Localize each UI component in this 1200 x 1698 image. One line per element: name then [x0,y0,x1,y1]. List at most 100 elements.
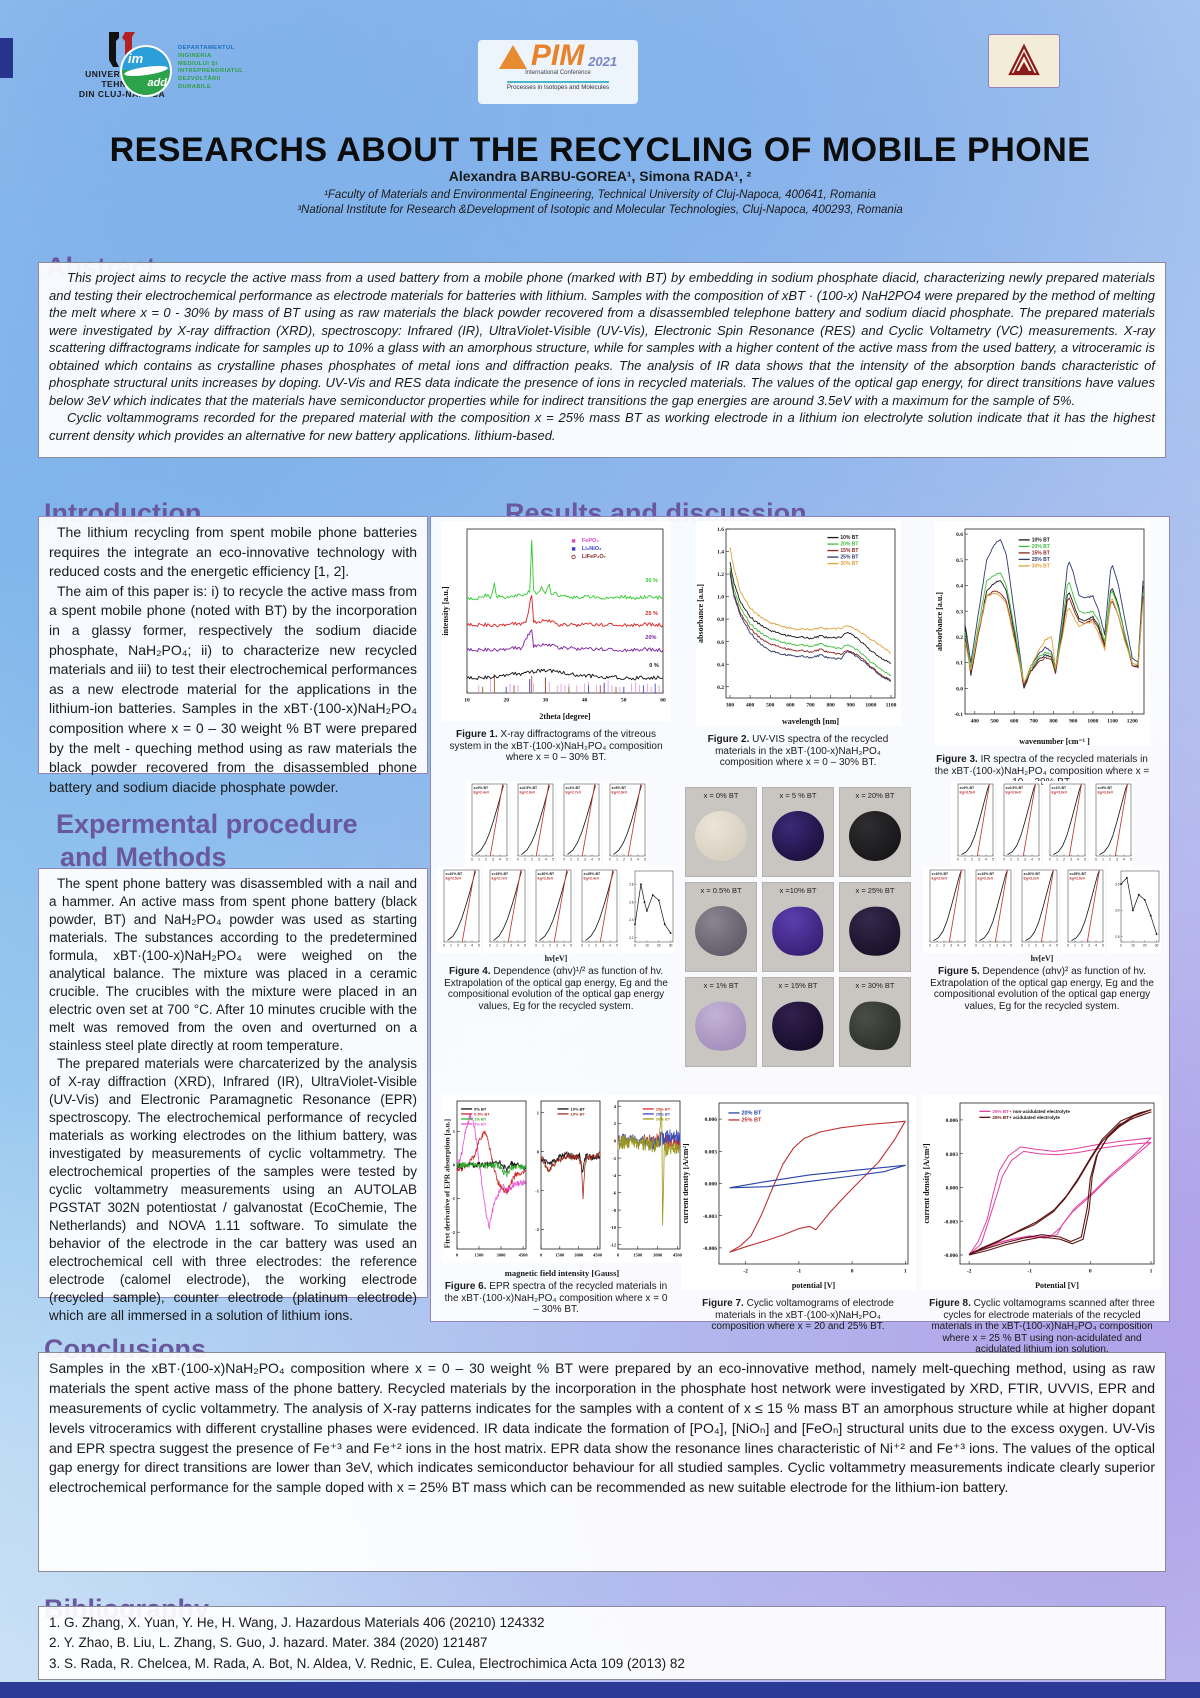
figure1-xrd-chart: 10 20 30 40 50 60 2theta [degree] intensity [a.… [441,521,671,726]
svg-text:current density [A/cm²]: current density [A/cm²] [922,1143,931,1223]
figure8-caption: Figure 8. Cyclic voltamograms scanned af… [927,1298,1157,1356]
figure6-caption-number: Figure 6. [444,1281,487,1292]
svg-text:800: 800 [1049,719,1058,725]
svg-text:15% BT: 15% BT [571,1111,586,1116]
pim-triangle-icon [498,45,527,69]
bibliography-item-3: 3. S. Rada, R. Chelcea, M. Rada, A. Bot,… [49,1655,685,1671]
sample-photo: x = 20% BT [839,787,911,877]
svg-text:2: 2 [1035,943,1037,947]
svg-text:30% BT: 30% BT [656,1116,671,1121]
svg-text:0% BT: 0% BT [474,1106,487,1111]
incdtim-icon [988,34,1060,88]
svg-text:2: 2 [1081,943,1083,947]
figure5-caption: Figure 5. Dependence (αhv)² as function … [927,966,1157,1012]
svg-text:1: 1 [588,943,590,947]
svg-text:5: 5 [644,857,646,861]
svg-text:2.5: 2.5 [1115,935,1120,939]
svg-text:0.006: 0.006 [704,1117,717,1123]
svg-text:-4: -4 [612,1173,616,1178]
figure6-epr-panel-b: 0 1500 3000 4500 -2 -1 0 1 10% BT 15% BT [529,1095,603,1268]
svg-text:-8: -8 [612,1208,616,1213]
utcn-line2: TEHNICĂ [101,78,143,89]
svg-text:25% BT: 25% BT [656,1111,671,1116]
abstract-box: This project aims to recycle the active … [38,262,1166,458]
svg-text:Eg=2.5eV: Eg=2.5eV [446,877,462,881]
experimental-paragraph-2: The prepared materials were charcaterize… [49,1056,417,1324]
figure8-caption-number: Figure 8. [929,1298,971,1309]
svg-text:4: 4 [609,943,611,947]
svg-text:1: 1 [982,943,984,947]
svg-text:1500: 1500 [633,1253,643,1258]
svg-text:25% BT: 25% BT [741,1117,762,1123]
svg-text:4: 4 [1123,857,1125,861]
svg-text:0: 0 [471,857,473,861]
svg-text:x=25% BT: x=25% BT [1070,872,1087,876]
svg-text:1: 1 [1010,857,1012,861]
svg-text:20: 20 [503,698,509,704]
svg-text:current density [A/cm²]: current density [A/cm²] [681,1143,690,1223]
svg-text:-0.003: -0.003 [702,1214,716,1220]
svg-text:700: 700 [806,703,815,709]
svg-text:4: 4 [563,943,565,947]
svg-text:1: 1 [570,857,572,861]
svg-text:x=1% BT: x=1% BT [1052,786,1068,790]
svg-text:5: 5 [1102,943,1104,947]
svg-text:x=5% BT: x=5% BT [612,786,628,790]
svg-text:0 %: 0 % [649,663,659,669]
sample-photo: x = 5 % BT [762,787,834,877]
svg-text:0: 0 [1120,943,1122,947]
sample-photo-blob [849,810,901,861]
svg-text:x=20% BT: x=20% BT [1024,872,1041,876]
svg-text:2: 2 [989,943,991,947]
abstract-paragraph-2: Cyclic voltammograms recorded for the pr… [49,410,1155,443]
imadd-dept-logo: im add DEPARTAMENTUL INGINERIA MEDIULUI … [120,45,270,97]
svg-text:FePO₄: FePO₄ [582,538,599,544]
sample-photo-label: x = 0.5% BT [700,886,742,895]
dept-name-lines: DEPARTAMENTUL INGINERIA MEDIULUI ŞI INTR… [178,45,270,92]
figure6-epr-panel-a: 0 1500 3000 4500 -2 -1 0 1 0% BT 0.5% BT 1% BT 5% B… [441,1095,529,1268]
svg-text:3000: 3000 [653,1253,663,1258]
svg-text:4500: 4500 [673,1253,683,1258]
sample-photo-label: x = 1% BT [703,981,739,990]
svg-text:1: 1 [1102,857,1104,861]
sample-photo: x = 0% BT [685,787,757,877]
svg-text:2theta [degree]: 2theta [degree] [539,712,591,721]
svg-text:0: 0 [540,1253,543,1258]
svg-text:x=1% BT: x=1% BT [566,786,582,790]
svg-text:0.4: 0.4 [956,584,963,590]
svg-text:2: 2 [485,857,487,861]
svg-text:3.5: 3.5 [1115,882,1120,886]
svg-text:1: 1 [450,943,452,947]
svg-text:4: 4 [637,857,639,861]
svg-text:10: 10 [1131,943,1135,947]
svg-text:2.4: 2.4 [629,918,634,922]
svg-text:2: 2 [614,1121,617,1126]
figure4-caption-number: Figure 4. [448,966,491,977]
figure4-cell: 0 1 2 3 4 5 x=0% BT Eg=2.4eV 0 1 2 3 4 5 x=0.5% BT Eg=2… [437,781,675,1089]
svg-text:0.4: 0.4 [717,662,724,668]
svg-text:-12: -12 [610,1242,617,1247]
svg-text:1.0: 1.0 [717,595,724,601]
svg-text:0: 0 [453,1163,456,1168]
svg-text:0: 0 [1089,1269,1092,1275]
svg-text:10: 10 [645,943,649,947]
svg-text:0: 0 [975,943,977,947]
svg-text:20: 20 [657,943,661,947]
svg-text:0.003: 0.003 [704,1149,717,1155]
svg-text:3: 3 [510,943,512,947]
svg-text:-1: -1 [796,1269,801,1275]
svg-text:4: 4 [591,857,593,861]
pim-year: 2021 [588,54,618,69]
svg-text:0: 0 [929,943,931,947]
bibliography-box: 1. G. Zhang, X. Yuan, Y. He, H. Wang, J.… [38,1606,1166,1680]
svg-text:Eg=2.8eV: Eg=2.8eV [612,791,628,795]
figure4-gap-minigrid: 0 1 2 3 4 5 x=0% BT Eg=2.4eV 0 1 2 3 4 5 x=0.5% BT Eg=2… [437,781,675,953]
svg-text:1: 1 [453,1129,456,1134]
svg-text:-1: -1 [1027,1269,1032,1275]
svg-text:5: 5 [524,943,526,947]
affiliation-1: ¹Faculty of Materials and Environmental … [324,189,876,201]
sample-photo-blob [844,900,906,961]
svg-text:20: 20 [1143,943,1147,947]
svg-text:x=0.5% BT: x=0.5% BT [520,786,538,790]
figure7-caption: Figure 7. Cyclic voltamograms of electro… [693,1298,903,1333]
